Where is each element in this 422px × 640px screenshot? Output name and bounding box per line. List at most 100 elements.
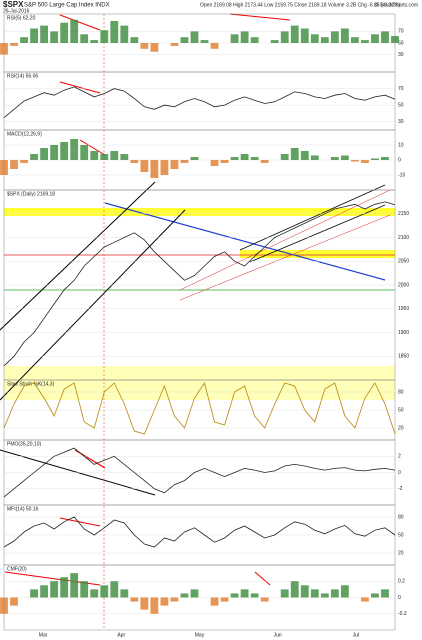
histogram-bar <box>280 589 289 598</box>
histogram-bar <box>381 157 389 160</box>
histogram-bar <box>310 589 319 598</box>
histogram-bar <box>190 157 199 160</box>
histogram-bar <box>340 585 349 598</box>
histogram-bar <box>180 593 189 598</box>
histogram-bar <box>260 597 269 602</box>
y-tick-label: 2 <box>398 454 401 460</box>
histogram-bar <box>110 20 119 43</box>
x-tick-label: May <box>195 632 205 638</box>
histogram-bar <box>170 160 179 169</box>
y-tick-label: 0.2 <box>398 579 405 585</box>
histogram-bar <box>300 28 309 43</box>
histogram-bar <box>330 157 339 160</box>
y-tick-label: -0.2 <box>398 611 407 617</box>
name: S&P 500 Large Cap Index INDX <box>24 3 110 9</box>
panel-title: MACD(12,26,9) <box>7 131 42 137</box>
histogram-bar <box>190 589 199 598</box>
histogram-bar <box>391 36 399 43</box>
price-line <box>3 382 396 435</box>
x-tick-label: Mar <box>39 632 48 638</box>
histogram-bar <box>40 585 49 598</box>
histogram-bar <box>70 139 79 160</box>
histogram-bar <box>30 589 38 598</box>
histogram-bar <box>371 34 379 43</box>
y-tick-label: 50 <box>398 40 404 46</box>
x-tick-label: Jun <box>274 632 282 638</box>
histogram-bar <box>60 577 69 598</box>
histogram-bar <box>220 160 229 163</box>
histogram-bar <box>350 37 359 43</box>
histogram-bar <box>50 581 59 598</box>
y-tick-label: 20 <box>398 425 404 431</box>
y-tick-label: 10 <box>398 142 404 148</box>
histogram-bar <box>361 597 369 602</box>
y-tick-label: 1900 <box>398 330 409 336</box>
y-tick-label: -2 <box>398 486 403 492</box>
y-tick-label: 80 <box>398 514 404 520</box>
histogram-bar <box>140 597 149 610</box>
histogram-bar <box>30 28 38 43</box>
histogram-bar <box>371 593 379 598</box>
histogram-bar <box>250 37 259 43</box>
histogram-bar <box>280 154 289 160</box>
histogram-bar <box>90 151 99 160</box>
y-tick-label: 80 <box>398 389 404 395</box>
histogram-bar <box>10 160 18 169</box>
x-tick-label: Apr <box>117 632 125 638</box>
price-line <box>3 86 396 118</box>
histogram-bar <box>250 157 259 160</box>
panel-title: PMO(35,20,10) <box>7 441 42 447</box>
histogram-bar <box>130 37 139 43</box>
histogram-bar <box>150 597 159 614</box>
histogram-bar <box>361 40 369 43</box>
quote: Open 2169.08 High 2173.44 Low 2159.75 Cl… <box>200 2 400 8</box>
histogram-bar <box>320 37 329 43</box>
histogram-bar <box>60 22 69 43</box>
histogram-bar <box>140 43 149 49</box>
y-tick-label: 50 <box>398 532 404 538</box>
y-tick-label: 0 <box>398 157 401 163</box>
histogram-bar <box>20 37 28 43</box>
histogram-bar <box>240 589 249 598</box>
histogram-bar <box>180 37 189 43</box>
histogram-bar <box>320 593 329 598</box>
histogram-bar <box>240 154 249 160</box>
date: 26-Jul-2016 <box>3 8 30 14</box>
histogram-bar <box>330 589 339 598</box>
histogram-bar <box>300 585 309 598</box>
histogram-bar <box>340 155 349 160</box>
histogram-bar <box>290 25 299 43</box>
y-tick-label: 30 <box>398 119 404 125</box>
histogram-bar <box>180 160 189 163</box>
histogram-bar <box>240 31 249 43</box>
y-tick-label: 2100 <box>398 235 409 241</box>
histogram-bar <box>70 19 79 43</box>
histogram-bar <box>90 589 99 598</box>
histogram-bar <box>290 581 299 598</box>
histogram-bar <box>80 581 89 598</box>
histogram-bar <box>190 31 199 43</box>
histogram-bar <box>250 593 259 598</box>
histogram-bar <box>50 145 59 160</box>
histogram-bar <box>150 160 159 178</box>
y-tick-label: 0 <box>398 470 401 476</box>
histogram-bar <box>230 157 239 160</box>
histogram-bar <box>381 589 389 598</box>
panel-title: RSI(5) 62.20 <box>7 15 36 21</box>
histogram-bar <box>310 155 319 160</box>
price-line <box>3 201 396 367</box>
histogram-bar <box>170 43 179 46</box>
histogram-bar <box>260 160 269 163</box>
histogram-bar <box>60 142 69 160</box>
y-tick-label: 2150 <box>398 211 409 217</box>
histogram-bar <box>210 160 219 166</box>
histogram-bar <box>200 40 209 43</box>
histogram-bar <box>150 43 159 52</box>
histogram-bar <box>90 40 99 43</box>
overlays <box>0 13 395 630</box>
histogram-bar <box>280 31 289 43</box>
histogram-bar <box>100 30 109 43</box>
y-tick-label: 50 <box>398 407 404 413</box>
histogram-bar <box>20 160 28 163</box>
